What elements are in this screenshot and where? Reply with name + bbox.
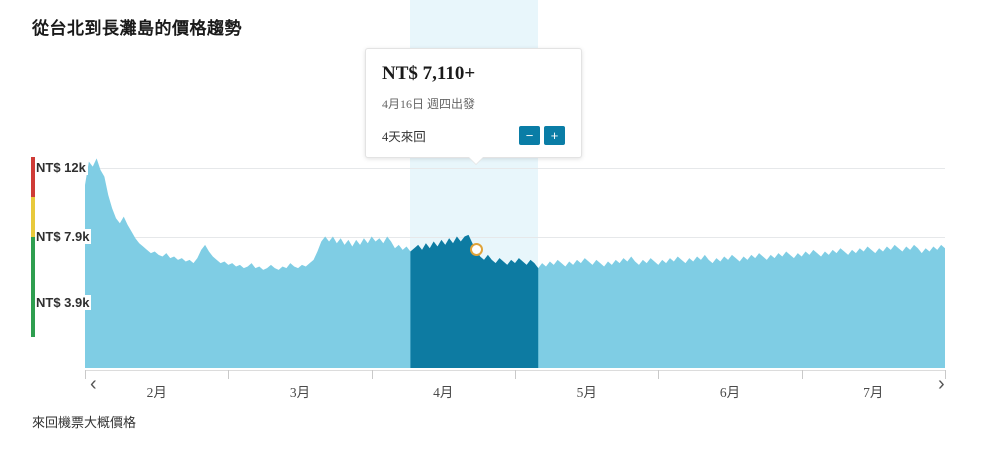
x-axis-tick bbox=[228, 370, 230, 379]
price-area-series bbox=[85, 158, 945, 368]
increase-duration-button[interactable]: + bbox=[544, 126, 565, 145]
chart-plot-area bbox=[85, 155, 945, 368]
y-axis-label-low: NT$ 3.9k bbox=[36, 295, 92, 311]
x-axis-tick bbox=[945, 370, 946, 379]
x-axis: ‹ › 2月 3月 4月 5月 6月 7月 bbox=[0, 370, 1000, 404]
price-scale-segment-1 bbox=[31, 197, 35, 237]
page-title: 從台北到長灘島的價格趨勢 bbox=[32, 19, 242, 38]
y-axis-label-high: NT$ 12k bbox=[36, 160, 88, 176]
area-highlighted bbox=[410, 234, 539, 368]
x-axis-tick bbox=[85, 370, 86, 379]
previous-period-arrow[interactable]: ‹ bbox=[90, 373, 97, 395]
x-axis-tick bbox=[658, 370, 660, 379]
x-axis-tick bbox=[515, 370, 516, 379]
selected-price-marker[interactable] bbox=[469, 243, 483, 257]
next-period-arrow[interactable]: › bbox=[938, 373, 945, 395]
price-tooltip-card: NT$ 7,110+ 4月16日 週四出發 4天來回 − + bbox=[365, 48, 582, 164]
price-scale-bar bbox=[31, 157, 35, 337]
x-axis-month-label: 4月 bbox=[433, 385, 454, 400]
decrease-duration-button[interactable]: − bbox=[519, 126, 540, 145]
price-scale-segment-0 bbox=[31, 157, 35, 197]
tooltip-pointer bbox=[469, 157, 483, 164]
x-axis-month-label: 3月 bbox=[289, 385, 311, 400]
duration-stepper[interactable]: − + bbox=[519, 126, 565, 145]
x-axis-tick bbox=[801, 370, 803, 379]
price-trend-chart: NT$ 12k NT$ 7.9k NT$ 3.9k bbox=[0, 0, 1000, 370]
y-axis-label-mid: NT$ 7.9k bbox=[36, 228, 92, 244]
price-scale-segment-2 bbox=[31, 237, 35, 337]
x-axis-month-label: 7月 bbox=[863, 385, 884, 400]
tooltip-departure-date: 4月16日 週四出發 bbox=[382, 97, 476, 111]
x-axis-month-label: 2月 bbox=[146, 385, 167, 400]
tooltip-price: NT$ 7,110+ bbox=[382, 63, 476, 84]
chart-footnote: 來回機票大概價格 bbox=[32, 415, 137, 430]
x-axis-month-label: 6月 bbox=[719, 385, 741, 400]
tooltip-controls-row: 4天來回 − + bbox=[382, 126, 565, 145]
gridline-mid bbox=[85, 236, 945, 238]
x-axis-month-label: 5月 bbox=[576, 385, 597, 400]
x-axis-tick bbox=[371, 370, 373, 379]
gridline-top bbox=[85, 168, 945, 170]
tooltip-trip-duration: 4天來回 bbox=[382, 130, 426, 144]
